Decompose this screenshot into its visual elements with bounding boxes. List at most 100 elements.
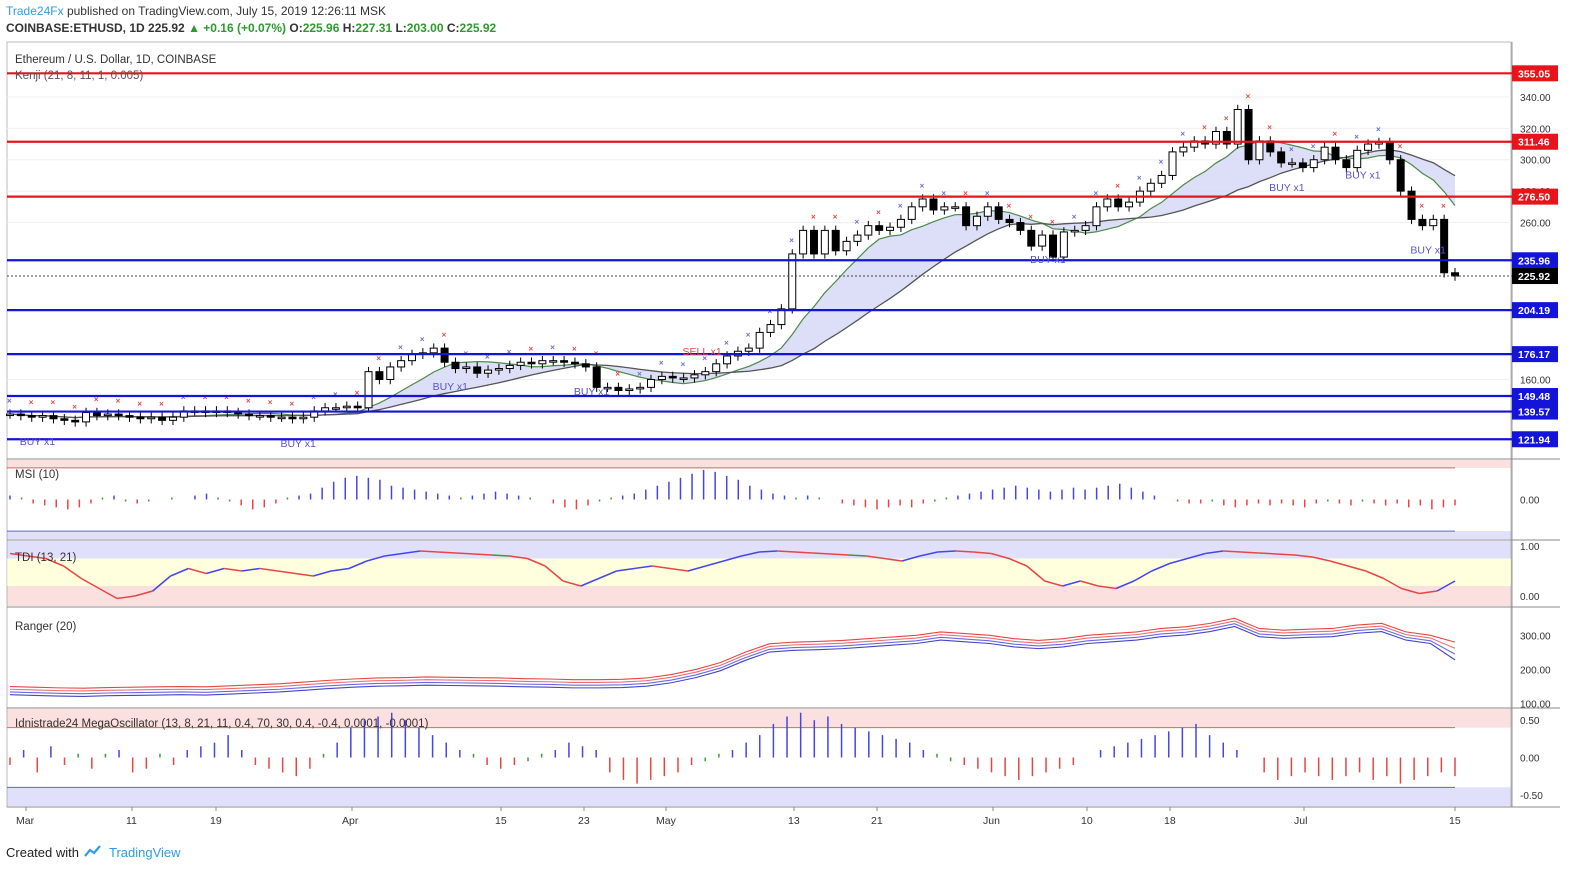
ranger-band-line [9,623,1456,695]
candle-body [701,371,710,376]
stop-marker: × [246,396,251,405]
stop-marker: × [1398,142,1403,151]
tdi-line-segment [759,550,778,553]
candle-body [527,361,536,365]
tdi-line-segment [491,554,510,557]
footer: Created with TradingView [6,844,181,861]
stop-marker: × [637,370,642,379]
candle-body [755,331,764,349]
candle-body [473,366,482,374]
candle-body [484,369,493,374]
candle-body [462,366,471,370]
candle-body [1288,162,1297,165]
stop-marker: × [50,398,55,407]
stop-marker: × [485,352,490,361]
candle-body [516,361,525,366]
stop-marker: × [7,396,12,405]
candle-body [1298,162,1307,169]
y-tick-label: 160.00 [1520,376,1551,387]
close-value: 225.92 [459,21,497,35]
candle-body [712,363,721,373]
stop-marker: × [1180,129,1185,138]
tradingview-link[interactable]: TradingView [108,845,181,860]
candle-body [1038,234,1047,247]
symbol-name: COINBASE:ETHUSD, 1D [6,21,145,35]
tdi-line-segment [1187,552,1206,560]
candle-body [809,229,818,255]
stop-marker: × [224,393,229,402]
level-tag [1512,188,1558,205]
candle-body [1146,182,1155,192]
candle-body [1092,206,1101,227]
tdi-lower-zone [7,586,1511,606]
y-tick-label: 340.00 [1520,93,1551,104]
candle-body [255,415,264,418]
candle-body [1125,201,1134,208]
y-tick-label: 260.00 [1520,219,1551,230]
last-price: 225.92 [148,21,185,35]
mega-title: Idnistrade24 MegaOscillator (13, 8, 21, … [15,718,429,730]
candle-body [103,413,112,417]
upper-zone [7,460,1511,468]
y-tick-label: 0.00 [1520,592,1540,603]
level-tag [1512,252,1558,269]
stop-marker: × [72,403,77,412]
candle-body [158,416,167,421]
candle-body [777,308,786,326]
candle-body [603,386,612,390]
candle-body [82,411,91,423]
candle-body [1407,190,1416,220]
stop-marker: × [1354,133,1359,142]
stop-marker: × [920,181,925,190]
stop-marker: × [1224,114,1229,123]
tdi-line-segment [741,551,760,557]
stop-marker: × [116,396,121,405]
stop-marker: × [159,399,164,408]
stop-marker: × [203,393,208,402]
stop-marker: × [181,393,186,402]
tdi-line-segment [1401,587,1420,595]
tdi-line-segment [562,580,582,587]
ranger-title: Ranger (20) [15,621,77,633]
lower-zone [7,787,1511,806]
candle-body [1016,222,1025,231]
tdi-line-segment [616,567,635,572]
stop-marker: × [1115,181,1120,190]
candle-body [375,371,384,381]
candle-body [788,253,797,310]
tdi-line-segment [1365,570,1384,580]
tdi-line-segment [937,550,956,553]
ranger-band-line [9,620,1456,692]
stop-marker: × [898,202,903,211]
y-tick-label: 0.50 [1520,716,1540,727]
author-link[interactable]: Trade24Fx [6,4,64,18]
x-tick-label: May [656,815,677,827]
signal-label: BUY x1 [1345,169,1381,181]
open-label: O: [289,21,303,35]
tdi-line-segment [1436,580,1456,592]
stop-marker: × [963,189,968,198]
candle-body [625,388,634,391]
tdi-line-segment [277,570,296,575]
candle-body [744,347,753,352]
candle-body [27,415,36,418]
tdi-line-segment [420,550,439,553]
y-tick-label: 0.00 [1520,754,1540,765]
tdi-line-segment [544,565,564,582]
candle-body [951,206,960,209]
candle-body [245,413,254,417]
tdi-line-segment [331,567,350,572]
close-label: C: [446,21,460,35]
publish-info: Trade24Fx published on TradingView.com, … [6,4,386,18]
candle-body [1103,198,1112,208]
last-price-tag [1512,268,1558,285]
level-tag [1512,133,1558,150]
level-value-121.94: 121.94 [1518,434,1550,446]
tdi-line-segment [27,555,46,560]
level-value-311.46: 311.46 [1518,137,1550,149]
candle-body [353,405,362,409]
tdi-line-segment [348,560,368,570]
candle-body [1353,149,1362,169]
tdi-line-segment [1223,550,1241,553]
